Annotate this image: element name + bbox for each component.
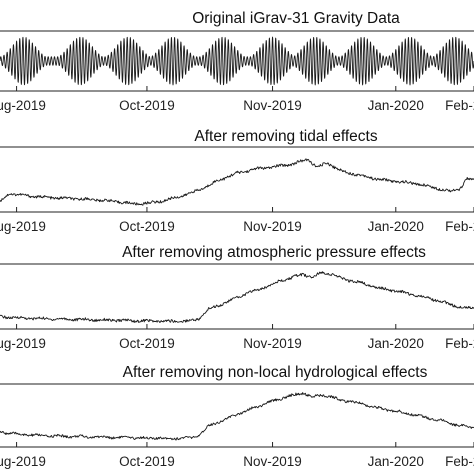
x-tick-label: Aug-2019 [0, 454, 46, 469]
x-tick-label: Oct-2019 [119, 98, 175, 113]
x-tick-label: Feb-2020 [445, 98, 474, 113]
panel-2: After removing tidal effects Aug-2019 Oct… [0, 128, 474, 234]
x-tick-label: Feb-2020 [445, 336, 474, 351]
x-tick-label: Nov-2019 [243, 454, 302, 469]
panel-3-ticks: Aug-2019 Oct-2019 Nov-2019 Jan-2020 Feb-2020 [0, 324, 474, 351]
x-tick-label: Oct-2019 [119, 454, 175, 469]
panel-4-title: After removing non-local hydrological ef… [123, 364, 428, 381]
x-tick-label: Oct-2019 [119, 219, 175, 234]
panel-4-series-line [0, 392, 474, 441]
panel-4-plot [0, 392, 474, 441]
x-tick-label: Nov-2019 [243, 98, 302, 113]
panel-2-ticks: Aug-2019 Oct-2019 Nov-2019 Jan-2020 Feb-2020 [0, 207, 474, 234]
panel-3-plot [0, 271, 474, 324]
panel-2-series-line [0, 158, 474, 206]
panel-1-frame [0, 30, 474, 92]
panel-1-series-line [0, 36, 474, 86]
x-tick-label: Nov-2019 [243, 219, 302, 234]
x-tick-label: Oct-2019 [119, 336, 175, 351]
panel-3: After removing atmospheric pressure effe… [0, 244, 474, 351]
x-tick-label: Jan-2020 [368, 336, 424, 351]
panel-3-series-line [0, 271, 474, 324]
panel-3-title: After removing atmospheric pressure effe… [122, 244, 426, 261]
panel-2-frame [0, 146, 474, 213]
panel-4-frame [0, 383, 474, 448]
x-tick-label: Jan-2020 [368, 98, 424, 113]
panel-1-plot [0, 36, 474, 86]
panel-2-title: After removing tidal effects [194, 128, 377, 145]
panel-1-ticks: Aug-2019 Oct-2019 Nov-2019 Jan-2020 Feb-2020 [0, 86, 474, 113]
panel-1-title: Original iGrav-31 Gravity Data [192, 10, 400, 27]
x-tick-label: Jan-2020 [368, 219, 424, 234]
x-tick-label: Jan-2020 [368, 454, 424, 469]
x-tick-label: Aug-2019 [0, 219, 46, 234]
x-tick-label: Aug-2019 [0, 98, 46, 113]
panel-1: Original iGrav-31 Gravity Data Aug-2019 O… [0, 10, 474, 113]
x-tick-label: Aug-2019 [0, 336, 46, 351]
panel-2-plot [0, 158, 474, 206]
panel-4: After removing non-local hydrological ef… [0, 364, 474, 469]
panel-3-frame [0, 263, 474, 330]
panel-4-ticks: Aug-2019 Oct-2019 Nov-2019 Jan-2020 Feb-2020 [0, 442, 474, 469]
x-tick-label: Nov-2019 [243, 336, 302, 351]
x-tick-label: Feb-2020 [445, 219, 474, 234]
x-tick-label: Feb-2020 [445, 454, 474, 469]
